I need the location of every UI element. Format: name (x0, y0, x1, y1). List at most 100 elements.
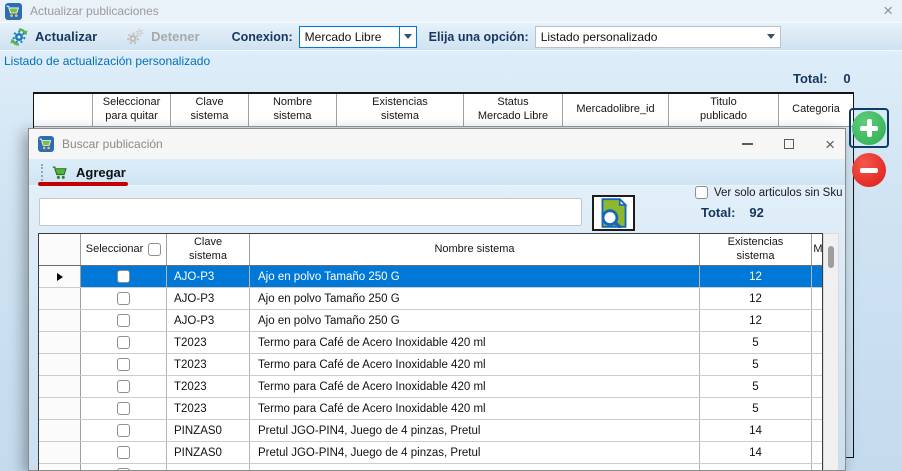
sku-filter-label[interactable]: Ver solo articulos sin Sku (714, 186, 843, 199)
minimize-icon[interactable] (742, 143, 754, 145)
table-row[interactable]: PINZAS0 Pretul JGO-PIN4, Juego de 4 pinz… (39, 442, 822, 464)
row-checkbox[interactable] (117, 314, 130, 327)
nombre-cell: Ajo en polvo Tamaño 250 G (250, 266, 700, 287)
add-button[interactable] (852, 111, 886, 145)
conexion-combobox-arrow[interactable] (398, 26, 416, 47)
table-row[interactable]: T2023 Termo para Café de Acero Inoxidabl… (39, 398, 822, 420)
existencias-cell: 14 (700, 420, 812, 441)
row-checkbox[interactable] (117, 424, 130, 437)
table-row[interactable]: AJO-P3 Ajo en polvo Tamaño 250 G 12 (39, 310, 822, 332)
clave-cell: T2023 (167, 398, 250, 419)
search-button[interactable] (592, 195, 635, 231)
row-select-cell[interactable] (81, 420, 167, 441)
dialog-titlebar[interactable]: Buscar publicación × (29, 129, 845, 159)
row-checkbox[interactable] (117, 468, 130, 470)
main-col-titulo[interactable]: Titulo publicado (669, 94, 779, 126)
scrollbar-thumb[interactable] (828, 246, 834, 268)
cutoff-cell (812, 288, 822, 309)
vertical-scrollbar[interactable] (823, 233, 839, 470)
main-col-categoria[interactable]: Categoria (792, 103, 840, 116)
row-select-cell[interactable] (81, 354, 167, 375)
table-row[interactable]: T2023 Termo para Café de Acero Inoxidabl… (39, 332, 822, 354)
sku-filter-row: Ver solo articulos sin Sku (695, 186, 842, 199)
plus-icon-vertical (866, 119, 872, 137)
search-input[interactable] (39, 198, 582, 226)
row-select-cell[interactable] (81, 464, 167, 470)
nombre-cell: Termo para Café de Acero Inoxidable 420 … (250, 398, 700, 419)
row-checkbox[interactable] (117, 270, 130, 283)
row-select-cell[interactable] (81, 398, 167, 419)
clave-cell: AJO-P3 (167, 310, 250, 331)
conexion-label: Conexion: (231, 29, 293, 44)
row-select-cell[interactable] (81, 332, 167, 353)
row-select-cell[interactable] (81, 288, 167, 309)
col-nombre[interactable]: Nombre sistema (250, 234, 700, 265)
main-window-title: Actualizar publicaciones (30, 4, 159, 18)
row-checkbox[interactable] (117, 358, 130, 371)
row-checkbox[interactable] (117, 402, 130, 415)
col-clave[interactable]: Clave sistema (167, 234, 250, 265)
col-seleccionar[interactable]: Seleccionar (81, 234, 167, 265)
main-col-existencias[interactable]: Existencias sistema (337, 94, 464, 126)
maximize-icon[interactable] (784, 139, 795, 149)
opcion-label: Elija una opción: (428, 29, 529, 44)
nombre-cell: Pretul JGO-PIN4, Juego de 4 pinzas, Pret… (250, 442, 700, 463)
col-existencias[interactable]: Existencias sistema (700, 234, 812, 265)
agregar-cart-icon[interactable] (52, 164, 69, 181)
existencias-cell: 5 (700, 354, 812, 375)
row-checkbox[interactable] (117, 336, 130, 349)
row-select-cell[interactable] (81, 310, 167, 331)
dialog-total-value: 92 (749, 205, 764, 220)
table-row[interactable]: AJO-P3 Ajo en polvo Tamaño 250 G 12 (39, 266, 822, 288)
opcion-combobox-arrow[interactable] (763, 27, 780, 47)
main-col-nombre[interactable]: Nombre sistema (249, 94, 337, 126)
app-cart-icon (5, 2, 22, 20)
select-all-checkbox[interactable] (148, 243, 162, 256)
opcion-combobox[interactable]: Listado personalizado (534, 25, 781, 48)
row-checkbox[interactable] (117, 292, 130, 305)
clave-cell: PINZAS0 (167, 442, 250, 463)
main-close-icon[interactable]: × (883, 1, 893, 20)
row-indicator-cell (39, 464, 81, 470)
main-total-label: Total: (793, 71, 828, 86)
close-icon[interactable]: × (825, 134, 835, 154)
existencias-cell: 5 (700, 332, 812, 353)
table-row[interactable]: T2023 Termo para Café de Acero Inoxidabl… (39, 376, 822, 398)
table-row[interactable]: AJO-P3 Ajo en polvo Tamaño 250 G 12 (39, 288, 822, 310)
main-col-rowheader (34, 94, 93, 126)
row-select-cell[interactable] (81, 376, 167, 397)
main-total: Total: 0 (793, 71, 851, 86)
existencias-cell: 12 (700, 288, 812, 309)
main-col-status[interactable]: Status Mercado Libre (464, 94, 563, 126)
row-checkbox[interactable] (117, 446, 130, 459)
buscar-publicacion-dialog: Buscar publicación × Agregar Ver solo ar… (28, 128, 846, 471)
toolbar-grip[interactable] (41, 163, 43, 181)
row-select-cell[interactable] (81, 442, 167, 463)
conexion-combobox[interactable]: Mercado Libre (298, 25, 417, 48)
main-col-mercadolibre-id[interactable]: Mercadolibre_id (563, 94, 669, 126)
table-row[interactable]: PINZAS0 Pretul JGO-PIN4, Juego de 4 pinz… (39, 420, 822, 442)
main-col-seleccionar[interactable]: Seleccionar para quitar (93, 94, 171, 126)
cutoff-cell (812, 376, 822, 397)
main-toolbar: Actualizar Detener Conexion: Mercado Lib… (0, 22, 902, 50)
existencias-cell: 12 (700, 266, 812, 287)
main-total-value: 0 (843, 71, 851, 86)
table-row[interactable] (39, 464, 822, 470)
remove-button[interactable] (852, 153, 886, 187)
agregar-button[interactable]: Agregar (76, 164, 126, 180)
dialog-window-controls: × (742, 129, 835, 159)
sku-filter-checkbox[interactable] (695, 186, 708, 199)
row-indicator-cell (39, 354, 81, 375)
table-row[interactable]: T2023 Termo para Café de Acero Inoxidabl… (39, 354, 822, 376)
row-checkbox[interactable] (117, 380, 130, 393)
existencias-cell (700, 464, 812, 470)
row-select-cell[interactable] (81, 266, 167, 287)
dialog-grid: Seleccionar Clave sistema Nombre sistema … (38, 233, 823, 470)
actualizar-refresh-icon[interactable] (9, 27, 29, 47)
actualizar-button[interactable]: Actualizar (35, 29, 98, 44)
nombre-cell: Ajo en polvo Tamaño 250 G (250, 310, 700, 331)
col-rowheader (39, 234, 81, 265)
main-col-clave[interactable]: Clave sistema (171, 94, 249, 126)
dialog-cart-icon (38, 136, 54, 152)
